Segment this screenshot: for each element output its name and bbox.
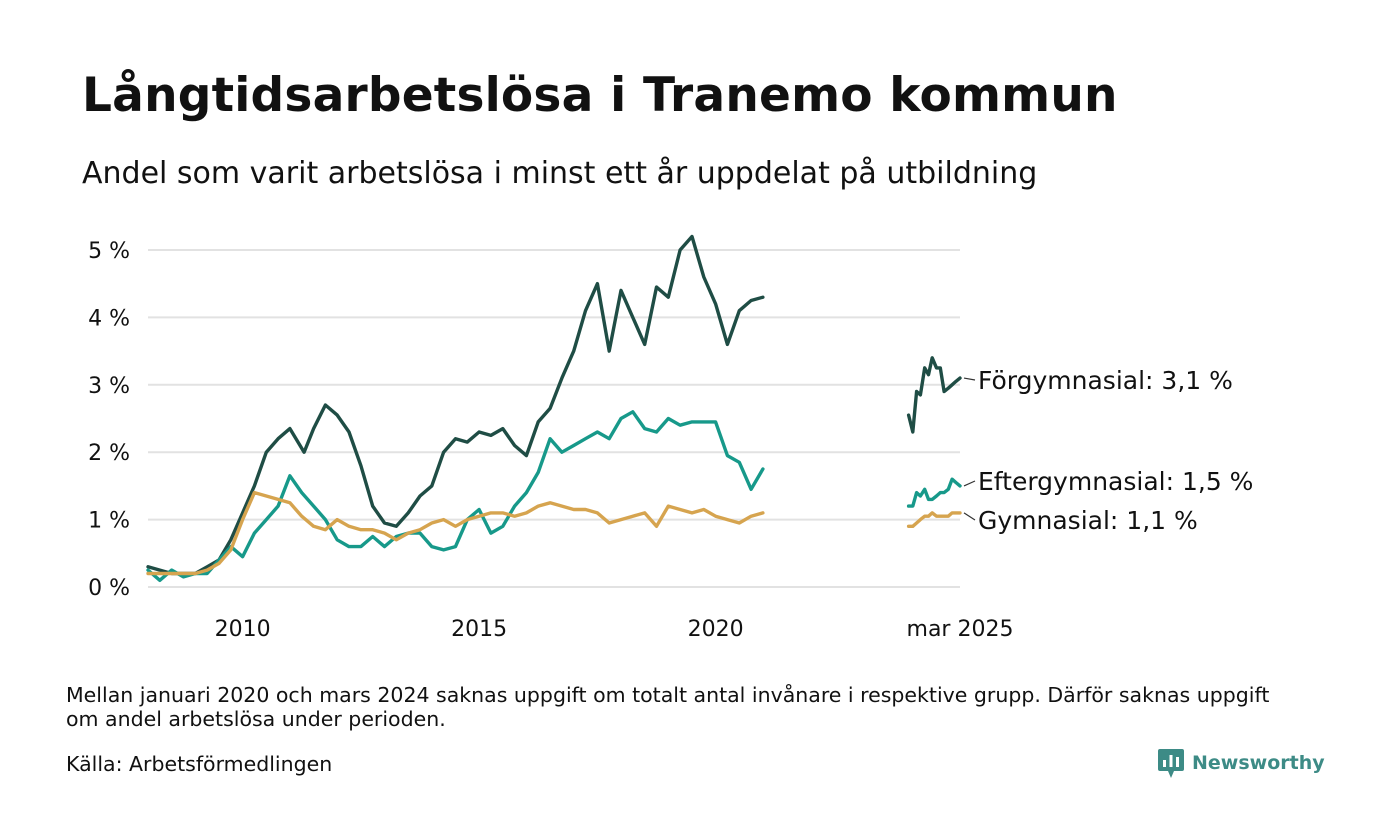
x-tick-label: mar 2025 bbox=[907, 617, 1014, 642]
leader-line-eftergymnasial bbox=[963, 480, 976, 487]
y-tick-label: 0 % bbox=[88, 576, 130, 601]
leader-line-frgymnasial bbox=[963, 377, 976, 381]
x-tick-label: 2010 bbox=[215, 617, 271, 642]
end-label-gymnasial: Gymnasial: 1,1 % bbox=[978, 506, 1198, 535]
series-lines bbox=[146, 234, 962, 582]
footnote: Mellan januari 2020 och mars 2024 saknas… bbox=[66, 683, 1270, 731]
series-line-frgymnasial-segment-2 bbox=[906, 356, 962, 434]
series-line-eftergymnasial-segment-2 bbox=[906, 477, 962, 508]
end-label-frgymnasial: Förgymnasial: 3,1 % bbox=[978, 366, 1233, 395]
leader-line-gymnasial bbox=[963, 512, 976, 521]
y-tick-label: 4 % bbox=[88, 306, 130, 331]
chart-title: Långtidsarbetslösa i Tranemo kommun bbox=[82, 68, 1118, 123]
newsworthy-logo-icon bbox=[1158, 749, 1184, 778]
line-chart: 0 %1 %2 %3 %4 %5 % 2010 2015 2020 mar 2025 … bbox=[88, 234, 1253, 642]
series-line-eftergymnasial-segment-1 bbox=[146, 410, 765, 582]
brand-name: Newsworthy bbox=[1192, 752, 1325, 774]
y-tick-label: 3 % bbox=[88, 374, 130, 399]
y-tick-label: 1 % bbox=[88, 509, 130, 534]
y-tick-label: 5 % bbox=[88, 239, 130, 264]
series-line-frgymnasial-segment-1 bbox=[146, 234, 765, 576]
series-line-gymnasial-segment-1 bbox=[146, 490, 765, 576]
x-axis-tick-labels: 2010 2015 2020 mar 2025 bbox=[215, 617, 1014, 642]
series-end-labels: Förgymnasial: 3,1 % Eftergymnasial: 1,5 %… bbox=[963, 366, 1253, 535]
newsworthy-brand[interactable]: Newsworthy bbox=[1158, 746, 1325, 780]
x-tick-label: 2015 bbox=[451, 617, 507, 642]
x-tick-label: 2020 bbox=[688, 617, 744, 642]
source-note: Källa: Arbetsförmedlingen bbox=[66, 752, 333, 776]
grid-lines bbox=[148, 249, 960, 588]
series-line-gymnasial-segment-2 bbox=[906, 511, 962, 528]
y-axis-tick-labels: 0 % 1 % 2 % 3 % 4 % 5 % bbox=[88, 239, 130, 601]
end-label-eftergymnasial: Eftergymnasial: 1,5 % bbox=[978, 467, 1253, 496]
y-tick-label: 2 % bbox=[88, 441, 130, 466]
chart-subtitle: Andel som varit arbetslösa i minst ett å… bbox=[82, 156, 1038, 191]
